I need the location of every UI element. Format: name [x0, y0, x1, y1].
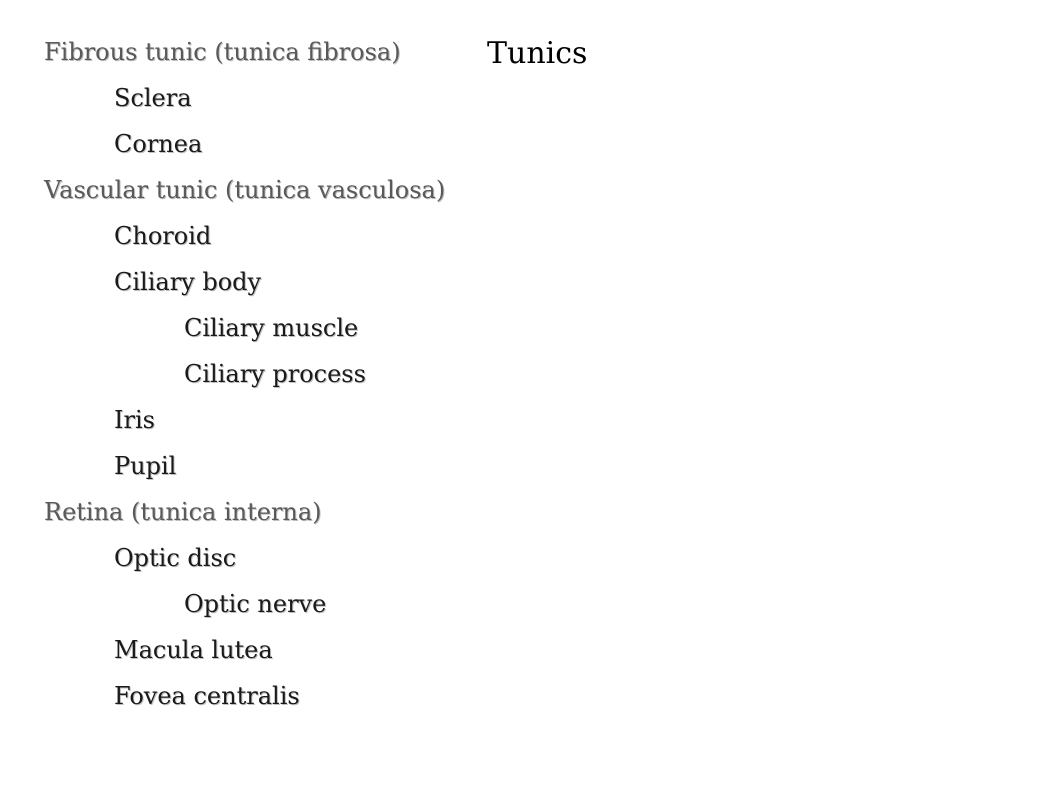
- outline-item-lvl2: Macula lutea: [114, 638, 445, 662]
- outline-item-lvl2: Cornea: [114, 132, 445, 156]
- outline-item-lvl2: Ciliary body: [114, 270, 445, 294]
- outline-item-lvl3: Ciliary process: [184, 362, 445, 386]
- outline-item-lvl3: Ciliary muscle: [184, 316, 445, 340]
- outline-item-lvl1: Fibrous tunic (tunica fibrosa): [44, 40, 445, 64]
- slide-title: Tunics: [487, 36, 587, 71]
- outline-item-lvl2: Sclera: [114, 86, 445, 110]
- outline-item-lvl2: Fovea centralis: [114, 684, 445, 708]
- outline-item-lvl2: Pupil: [114, 454, 445, 478]
- outline-item-lvl2: Choroid: [114, 224, 445, 248]
- outline-item-lvl1: Vascular tunic (tunica vasculosa): [44, 178, 445, 202]
- outline-item-lvl2: Iris: [114, 408, 445, 432]
- outline-item-lvl2: Optic disc: [114, 546, 445, 570]
- outline-item-lvl1: Retina (tunica interna): [44, 500, 445, 524]
- slide: Tunics Fibrous tunic (tunica fibrosa) Sc…: [0, 0, 1062, 797]
- outline-item-lvl3: Optic nerve: [184, 592, 445, 616]
- outline-list: Fibrous tunic (tunica fibrosa) Sclera Co…: [44, 40, 445, 730]
